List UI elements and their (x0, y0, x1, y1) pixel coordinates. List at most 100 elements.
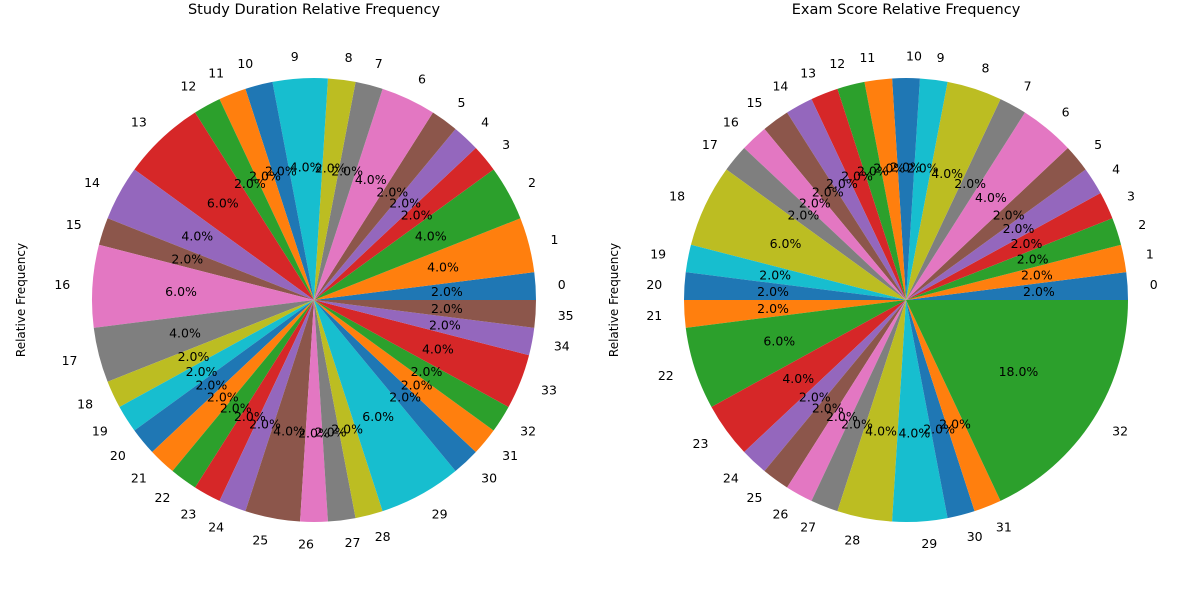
percentage-label: 2.0% (265, 163, 297, 178)
pie-slice-11 (219, 88, 314, 301)
pie-slice-12 (837, 81, 906, 301)
pie-slice-19 (119, 300, 315, 431)
percentage-label: 2.0% (1021, 268, 1053, 283)
category-label: 10 (906, 48, 922, 63)
pie-slice-29 (892, 300, 948, 522)
percentage-label: 4.0% (415, 228, 447, 243)
percentage-label: 2.0% (907, 160, 939, 175)
category-label: 19 (92, 423, 108, 438)
pie-slice-16 (91, 244, 314, 328)
pie-slice-34 (314, 300, 535, 356)
pie-slice-27 (811, 300, 906, 512)
category-label: 28 (375, 529, 391, 544)
category-label: 0 (1150, 277, 1158, 292)
pie-slice-24 (744, 300, 906, 472)
percentage-label: 2.0% (234, 176, 266, 191)
pie-slice-7 (906, 99, 1025, 300)
percentage-label: 2.0% (923, 422, 955, 437)
percentage-label: 2.0% (186, 364, 218, 379)
percentage-label: 2.0% (411, 364, 443, 379)
pie-labels: 0 2.0% 1 2.0% 2 2.0% 3 2.0% 4 2.0% 5 2.0% 6 4.0% 7 2.0%… (646, 48, 1157, 551)
category-label: 22 (155, 490, 171, 505)
pie-slice-4 (314, 128, 476, 300)
pie-slice-8 (314, 78, 356, 300)
category-label: 21 (646, 308, 662, 323)
pie-slice-18 (690, 169, 906, 300)
percentage-label: 2.0% (429, 317, 461, 332)
pie-slice-4 (906, 169, 1101, 300)
pie-slice-23 (195, 300, 314, 501)
percentage-label: 6.0% (362, 409, 394, 424)
pie-slice-17 (93, 300, 314, 382)
pie-slice-31 (906, 300, 1001, 512)
pie-slice-3 (314, 148, 494, 300)
percentage-label: 2.0% (759, 268, 791, 283)
percentage-label: 2.0% (331, 422, 363, 437)
category-label: 25 (252, 532, 268, 547)
percentage-label: 2.0% (207, 390, 239, 405)
percentage-label: 2.0% (249, 416, 281, 431)
percentage-label: 2.0% (171, 251, 203, 266)
chart-title: Study Duration Relative Frequency (188, 2, 440, 18)
percentage-label: 6.0% (763, 334, 795, 349)
percentage-label: 2.0% (195, 377, 227, 392)
percentage-label: 2.0% (431, 301, 463, 316)
percentage-label: 4.0% (782, 371, 814, 386)
category-label: 6 (418, 72, 426, 87)
pie-slice-28 (837, 300, 906, 522)
pie-slice-19 (685, 244, 906, 300)
category-label: 12 (180, 79, 196, 94)
percentage-label: 2.0% (787, 208, 819, 223)
percentage-label: 4.0% (181, 228, 213, 243)
category-label: 4 (1112, 162, 1120, 177)
pie-slice-24 (219, 300, 314, 512)
pie-slice-32 (314, 300, 509, 431)
category-label: 19 (650, 247, 666, 262)
pie-slice-2 (314, 169, 521, 300)
category-label: 16 (723, 114, 739, 129)
percentage-label: 2.0% (812, 185, 844, 200)
pie-slice-6 (314, 88, 433, 301)
category-label: 13 (131, 114, 147, 129)
category-label: 23 (180, 506, 196, 521)
category-label: 34 (554, 338, 570, 353)
pie-slice-30 (906, 300, 975, 519)
pie-slice-15 (98, 218, 314, 300)
percentage-label: 2.0% (220, 400, 252, 415)
y-axis-label: Relative Frequency (14, 243, 28, 357)
pie-slice-26 (300, 300, 328, 522)
category-label: 6 (1062, 104, 1070, 119)
percentage-label: 2.0% (431, 284, 463, 299)
pie-slice-14 (787, 99, 906, 300)
category-label: 23 (693, 436, 709, 451)
category-label: 31 (996, 520, 1012, 535)
category-label: 24 (208, 520, 224, 535)
pie-slice-35 (314, 300, 536, 328)
pie-slice-7 (314, 81, 383, 301)
pie-slice-20 (683, 272, 906, 300)
pie-slice-27 (314, 300, 356, 522)
percentage-label: 2.0% (249, 169, 281, 184)
pie-slices (683, 78, 1128, 522)
pie-slice-9 (272, 78, 328, 300)
percentage-label: 4.0% (898, 425, 930, 440)
percentage-label: 2.0% (799, 390, 831, 405)
category-label: 14 (84, 175, 100, 190)
percentage-label: 4.0% (865, 423, 897, 438)
percentage-label: 4.0% (290, 160, 322, 175)
pie-slice-6 (906, 112, 1068, 300)
category-label: 35 (558, 308, 574, 323)
category-label: 32 (520, 423, 536, 438)
pie-slice-23 (711, 300, 906, 452)
pie-slice-31 (314, 300, 494, 452)
percentage-label: 2.0% (389, 195, 421, 210)
percentage-label: 2.0% (954, 176, 986, 191)
percentage-label: 4.0% (975, 190, 1007, 205)
category-label: 17 (62, 353, 78, 368)
percentage-label: 2.0% (890, 159, 922, 174)
category-label: 18 (669, 189, 685, 204)
pie-slice-11 (864, 78, 906, 300)
category-label: 18 (77, 396, 93, 411)
percentage-label: 2.0% (873, 160, 905, 175)
pie-slice-2 (906, 218, 1122, 300)
